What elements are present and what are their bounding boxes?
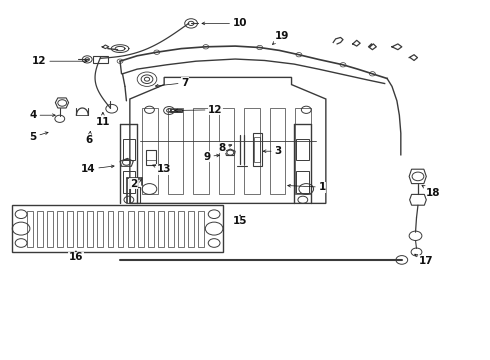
Bar: [178, 211, 184, 247]
Text: 18: 18: [422, 185, 441, 198]
Bar: [270, 108, 285, 194]
Text: 2: 2: [130, 179, 141, 189]
Bar: [47, 211, 53, 247]
Bar: [87, 211, 93, 247]
Bar: [170, 109, 182, 112]
Text: 14: 14: [81, 164, 114, 174]
Bar: [188, 211, 194, 247]
Bar: [244, 108, 260, 194]
Bar: [296, 139, 309, 160]
Bar: [37, 211, 43, 247]
Bar: [295, 108, 311, 194]
Text: 6: 6: [86, 131, 93, 145]
Text: 4: 4: [29, 110, 55, 120]
Text: 10: 10: [202, 18, 247, 28]
Bar: [122, 171, 135, 193]
Bar: [168, 211, 174, 247]
Text: 11: 11: [96, 112, 110, 127]
Bar: [128, 211, 133, 247]
Text: 9: 9: [203, 152, 220, 162]
Bar: [142, 108, 158, 194]
Text: 3: 3: [263, 146, 282, 156]
Bar: [107, 211, 113, 247]
Text: 12: 12: [175, 105, 223, 115]
Bar: [193, 108, 209, 194]
Bar: [57, 211, 63, 247]
Text: 17: 17: [415, 254, 434, 266]
Bar: [93, 56, 108, 63]
Bar: [146, 150, 156, 165]
Bar: [168, 108, 183, 194]
Bar: [198, 211, 204, 247]
Bar: [254, 137, 260, 162]
Text: 8: 8: [218, 143, 232, 153]
Bar: [98, 211, 103, 247]
Text: 19: 19: [272, 31, 289, 45]
Bar: [219, 108, 234, 194]
Text: 16: 16: [69, 251, 83, 262]
Bar: [67, 211, 73, 247]
Bar: [138, 211, 144, 247]
Bar: [118, 211, 123, 247]
Text: 7: 7: [155, 78, 189, 88]
Text: 1: 1: [288, 182, 326, 192]
Bar: [27, 211, 33, 247]
Text: 15: 15: [233, 215, 247, 226]
Text: 13: 13: [153, 164, 172, 174]
Bar: [77, 211, 83, 247]
Bar: [296, 171, 309, 193]
Text: 5: 5: [29, 132, 48, 142]
Bar: [253, 133, 262, 166]
Bar: [158, 211, 164, 247]
Bar: [12, 205, 223, 252]
Bar: [122, 139, 135, 160]
Bar: [130, 187, 140, 203]
Bar: [148, 211, 154, 247]
Text: 12: 12: [32, 56, 87, 66]
